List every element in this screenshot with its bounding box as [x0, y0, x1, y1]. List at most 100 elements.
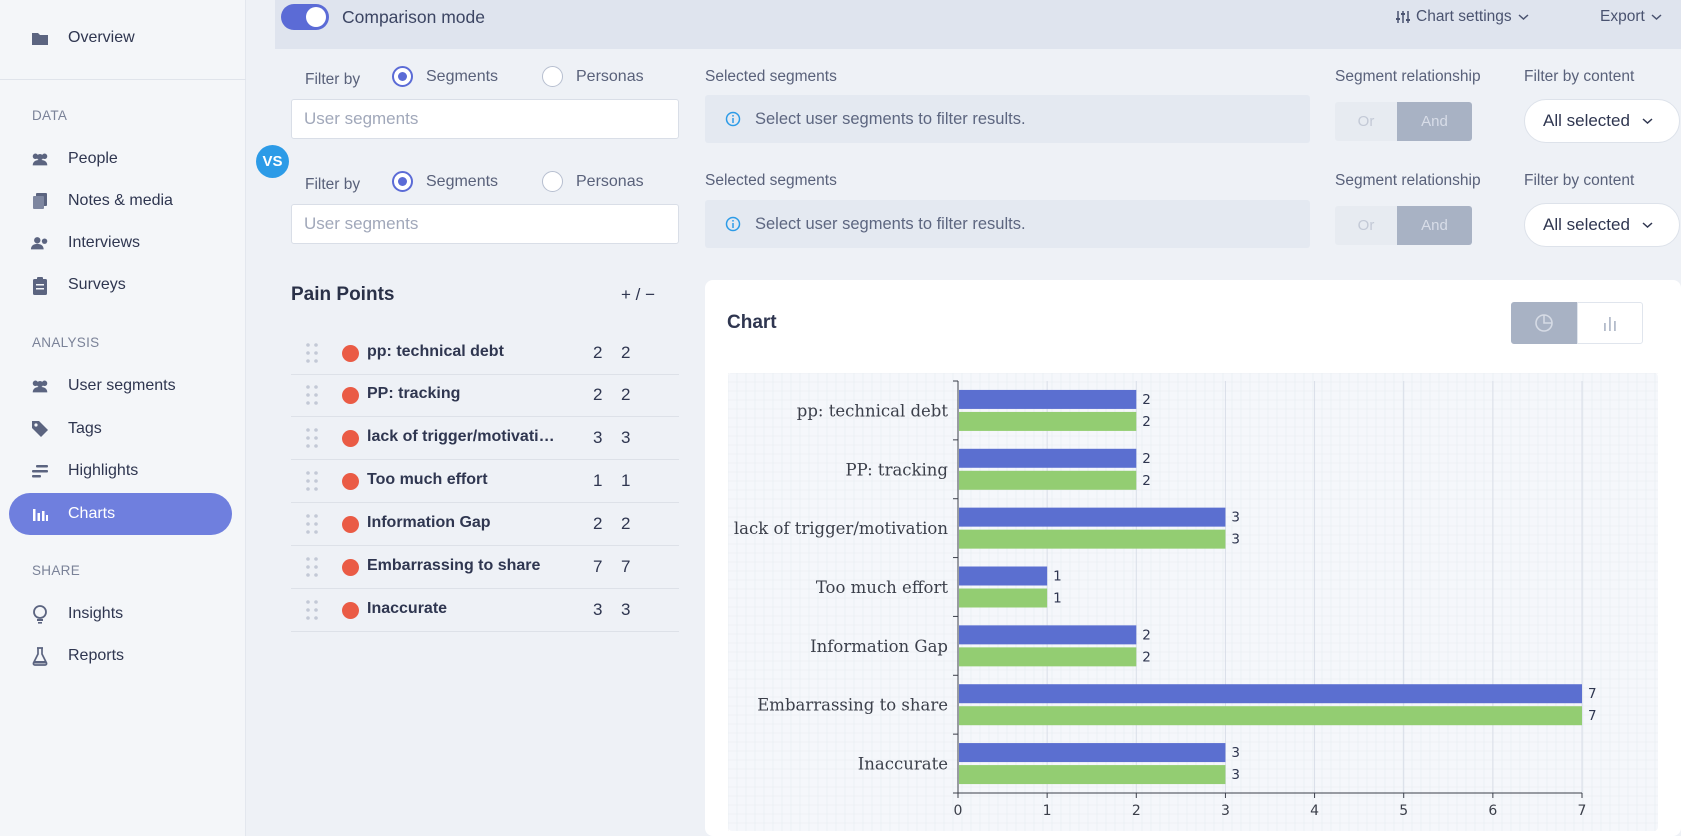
- x-tick-label: 3: [1221, 803, 1230, 819]
- drag-handle-icon[interactable]: [305, 342, 319, 364]
- pain-point-count-b: 3: [621, 600, 631, 619]
- pain-point-color-dot: [342, 516, 359, 533]
- category-label: PP: tracking: [846, 460, 949, 479]
- pain-point-name: pp: technical debt: [367, 343, 504, 360]
- category-label: Embarrassing to share: [757, 696, 948, 715]
- radio-segments-2[interactable]: [392, 171, 413, 192]
- sidebar-item-user-segments[interactable]: User segments: [9, 365, 232, 407]
- sidebar-item-overview[interactable]: Overview: [9, 17, 232, 59]
- bar-series-2: [959, 470, 1137, 490]
- sidebar-item-surveys[interactable]: Surveys: [9, 264, 232, 306]
- bar-chart: pp: technical debt 2 2 PP: tracking 2 2 lack o…: [728, 373, 1658, 831]
- bar-value-label: 2: [1142, 649, 1151, 665]
- sidebar-item-interviews[interactable]: Interviews: [9, 222, 232, 264]
- pain-point-count-b: 2: [621, 343, 631, 362]
- sidebar-item-reports[interactable]: Reports: [9, 635, 232, 677]
- info-icon: [725, 111, 741, 127]
- pain-point-count-a: 1: [593, 471, 603, 490]
- drag-handle-icon[interactable]: [305, 513, 319, 535]
- expand-collapse-toggle[interactable]: + / −: [621, 285, 656, 304]
- pain-point-count-b: 3: [621, 428, 631, 447]
- sidebar-item-people[interactable]: People: [9, 138, 232, 180]
- sidebar-item-charts[interactable]: Charts: [9, 493, 232, 535]
- radio-personas-1[interactable]: [542, 66, 563, 87]
- pain-point-row[interactable]: PP: tracking 2 2: [291, 374, 679, 417]
- pain-point-count-a: 2: [593, 343, 603, 362]
- bar-chart-button[interactable]: [1577, 302, 1643, 344]
- bar-series-2: [959, 765, 1226, 785]
- radio-segments-1[interactable]: [392, 66, 413, 87]
- bar-value-label: 2: [1142, 627, 1151, 643]
- export-label: Export: [1600, 8, 1645, 25]
- or-button[interactable]: Or: [1335, 102, 1397, 141]
- pain-point-name: Inaccurate: [367, 600, 448, 617]
- category-label: Information Gap: [810, 637, 948, 656]
- filter-by-content-select-1[interactable]: All selected: [1524, 99, 1680, 143]
- sidebar-item-label: Overview: [68, 29, 135, 46]
- bar-value-label: 7: [1588, 708, 1597, 724]
- pain-point-count-a: 3: [593, 428, 603, 447]
- filter-by-label: Filter by: [305, 176, 361, 193]
- category-label: Too much effort: [816, 578, 949, 597]
- pain-point-count-a: 2: [593, 385, 603, 404]
- sidebar-item-label: User segments: [68, 377, 176, 394]
- x-tick-label: 7: [1578, 803, 1587, 819]
- chart-settings-button[interactable]: Chart settings: [1396, 8, 1529, 26]
- pain-point-color-dot: [342, 430, 359, 447]
- and-button[interactable]: And: [1397, 102, 1472, 141]
- comparison-mode-label: Comparison mode: [342, 7, 485, 27]
- drag-handle-icon[interactable]: [305, 599, 319, 621]
- pain-point-count-a: 7: [593, 557, 603, 576]
- radio-segments-label: Segments: [426, 68, 499, 85]
- sidebar-item-notes-media[interactable]: Notes & media: [9, 180, 232, 222]
- x-tick-label: 4: [1310, 803, 1319, 819]
- comparison-mode-toggle[interactable]: [281, 4, 329, 30]
- top-bar: Comparison mode Chart settings Export: [275, 0, 1681, 49]
- pain-point-row[interactable]: Too much effort 1 1: [291, 460, 679, 503]
- info-icon: [725, 216, 741, 232]
- pie-chart-button[interactable]: [1511, 302, 1577, 344]
- pain-point-row[interactable]: Inaccurate 3 3: [291, 589, 679, 632]
- sidebar-item-label: People: [68, 150, 118, 167]
- bar-series-1: [959, 448, 1137, 468]
- filter-by-content-select-2[interactable]: All selected: [1524, 203, 1680, 247]
- pain-point-row[interactable]: lack of trigger/motivation 3 3: [291, 417, 679, 460]
- user-segments-input-1[interactable]: [291, 99, 679, 139]
- sidebar-item-highlights[interactable]: Highlights: [9, 450, 232, 492]
- filter-by-content-label: Filter by content: [1524, 172, 1635, 189]
- sidebar-item-label: Charts: [68, 505, 116, 522]
- and-button[interactable]: And: [1397, 206, 1472, 245]
- drag-handle-icon[interactable]: [305, 470, 319, 492]
- pain-point-color-dot: [342, 602, 359, 619]
- bar-value-label: 2: [1142, 451, 1151, 467]
- bar-series-2: [959, 588, 1048, 608]
- drag-handle-icon[interactable]: [305, 427, 319, 449]
- user-segments-input-2[interactable]: [291, 204, 679, 244]
- sidebar-item-tags[interactable]: Tags: [9, 408, 232, 450]
- sidebar-item-label: Reports: [68, 647, 125, 664]
- x-tick-label: 1: [1043, 803, 1052, 819]
- selected-segments-info-2: Select user segments to filter results.: [705, 200, 1310, 248]
- drag-handle-icon[interactable]: [305, 384, 319, 406]
- sidebar-item-insights[interactable]: Insights: [9, 593, 232, 635]
- bar-value-label: 3: [1231, 767, 1240, 783]
- or-button[interactable]: Or: [1335, 206, 1397, 245]
- info-text: Select user segments to filter results.: [755, 109, 1026, 128]
- selected-segments-label: Selected segments: [705, 68, 837, 85]
- pain-point-row[interactable]: Embarrassing to share 7 7: [291, 546, 679, 589]
- bar-value-label: 1: [1053, 569, 1062, 585]
- pain-point-count-b: 2: [621, 514, 631, 533]
- export-button[interactable]: Export: [1600, 8, 1662, 26]
- drag-handle-icon[interactable]: [305, 556, 319, 578]
- sidebar-item-label: Tags: [68, 420, 102, 437]
- toggle-knob: [306, 7, 326, 27]
- pain-point-row[interactable]: pp: technical debt 2 2: [291, 332, 679, 375]
- radio-personas-2[interactable]: [542, 171, 563, 192]
- pie-chart-icon: [1535, 314, 1553, 332]
- lightbulb-icon: [30, 604, 50, 624]
- pain-point-count-a: 3: [593, 600, 603, 619]
- chevron-down-icon: [1651, 14, 1662, 21]
- chart-card-title: Chart: [727, 312, 777, 333]
- pain-point-row[interactable]: Information Gap 2 2: [291, 503, 679, 546]
- sidebar-item-label: Notes & media: [68, 192, 173, 209]
